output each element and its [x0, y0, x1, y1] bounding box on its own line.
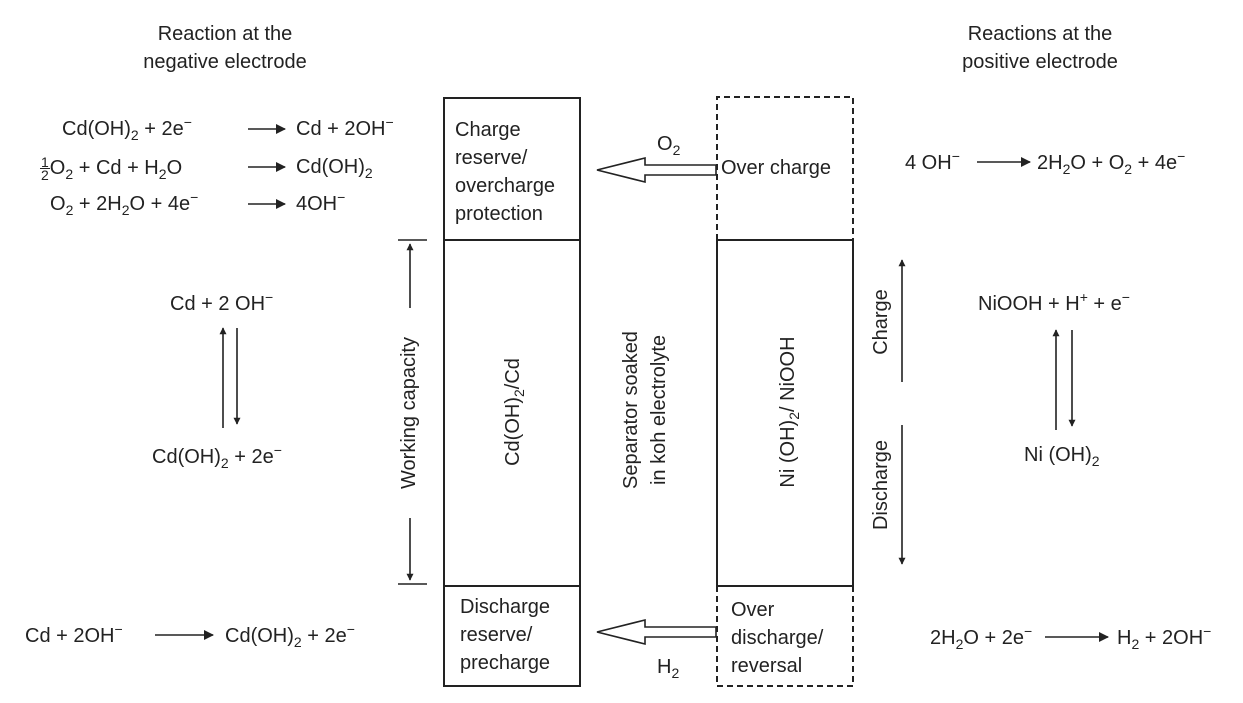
working-capacity-label: Working capacity — [398, 337, 420, 489]
negative-active-material: Cd(OH)2/Cd — [502, 358, 527, 466]
negative-reversible-upper: Cd + 2 OH− — [170, 289, 274, 315]
reaction-n3-lhs: O2 + 2H2O + 4e− — [50, 189, 199, 218]
overcharge-dashed-box — [716, 96, 854, 240]
overdischarge-label: Over discharge/ reversal — [731, 599, 824, 677]
discharge-label: Discharge — [870, 439, 892, 531]
charge-label: Charge — [870, 289, 892, 355]
negative-reversible-lower: Cd(OH)2 + 2e− — [152, 442, 282, 471]
positive-reversible-lower: Ni (OH)2 — [1024, 444, 1100, 469]
hydrogen-arrow — [596, 618, 717, 646]
reaction-n4-lhs: Cd + 2OH− — [25, 621, 123, 647]
reaction-n4-rhs: Cd(OH)2 + 2e− — [225, 621, 355, 650]
overcharge-label: Over charge — [721, 157, 832, 179]
separator-label: Separator soaked in koh electrolyte — [620, 331, 670, 489]
positive-reversible-upper: NiOOH + H+ + e− — [978, 289, 1130, 315]
reaction-n3-rhs: 4OH− — [296, 189, 346, 215]
oxygen-label: O2 — [657, 133, 681, 158]
reaction-p2-rhs: H2 + 2OH− — [1117, 623, 1212, 652]
positive-active-material: Ni (OH)2/ NiOOH — [777, 336, 802, 488]
reaction-n2-lhs: 1 2 O2 + Cd + H2O — [40, 154, 183, 183]
oxygen-arrow — [596, 156, 717, 184]
reaction-p1-rhs: 2H2O + O2 + 4e− — [1037, 148, 1186, 177]
charge-reserve-label: Charge reserve/ overcharge protection — [455, 119, 556, 225]
reaction-n1-lhs: Cd(OH)2 + 2e− — [62, 114, 192, 143]
positive-electrode-box — [716, 239, 854, 587]
negative-heading: Reaction at the negative electrode — [143, 23, 307, 73]
reaction-p2-lhs: 2H2O + 2e− — [930, 623, 1033, 652]
reaction-n2-rhs: Cd(OH)2 — [296, 156, 373, 181]
overdischarge-dashed-box — [716, 586, 854, 687]
hydrogen-label: H2 — [657, 656, 680, 681]
negative-electrode-box — [443, 97, 581, 687]
positive-heading: Reactions at the positive electrode — [962, 23, 1118, 73]
reaction-p1-lhs: 4 OH− — [905, 148, 960, 174]
discharge-reserve-label: Discharge reserve/ precharge — [460, 596, 551, 674]
reaction-n1-rhs: Cd + 2OH− — [296, 114, 394, 140]
